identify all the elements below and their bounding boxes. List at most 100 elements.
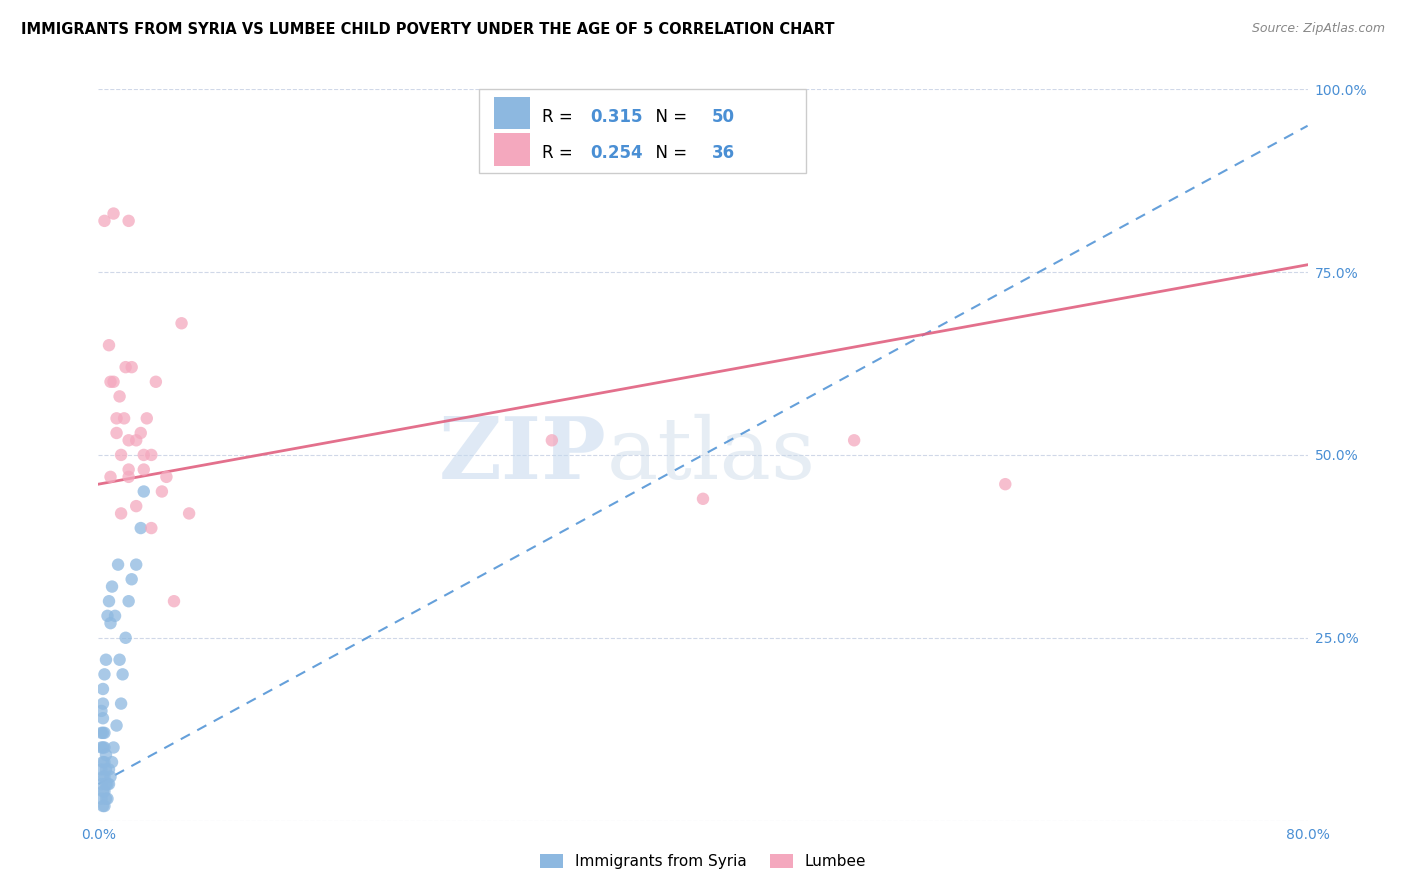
Text: IMMIGRANTS FROM SYRIA VS LUMBEE CHILD POVERTY UNDER THE AGE OF 5 CORRELATION CHA: IMMIGRANTS FROM SYRIA VS LUMBEE CHILD PO… [21, 22, 835, 37]
Point [105, 411, 128, 425]
Point [125, 558, 148, 572]
Point [844, 434, 866, 448]
Point [90, 726, 112, 740]
Point [94, 653, 117, 667]
Point [141, 521, 163, 535]
Point [93, 799, 115, 814]
Point [118, 462, 141, 476]
Point [105, 425, 128, 440]
Point [91, 740, 114, 755]
Text: Source: ZipAtlas.com: Source: ZipAtlas.com [1251, 22, 1385, 36]
Point [103, 740, 125, 755]
Text: N =: N = [645, 108, 692, 126]
Point [91, 697, 114, 711]
Point [98, 763, 121, 777]
Point [90, 777, 112, 791]
Point [118, 214, 141, 228]
Bar [494, 96, 530, 129]
Point [91, 711, 114, 725]
Point [96, 777, 118, 791]
Point [110, 448, 132, 462]
Text: 0.254: 0.254 [591, 145, 643, 162]
Text: N =: N = [645, 145, 692, 162]
Point [118, 434, 141, 448]
Point [108, 389, 131, 403]
Point [114, 631, 136, 645]
Point [129, 521, 152, 535]
Point [90, 791, 112, 805]
Point [150, 484, 173, 499]
Point [96, 791, 118, 805]
Point [129, 425, 152, 440]
Point [100, 770, 122, 784]
Point [105, 718, 128, 732]
Point [93, 214, 115, 228]
Point [121, 572, 143, 586]
Point [110, 697, 132, 711]
Text: R =: R = [543, 108, 578, 126]
Point [104, 608, 127, 623]
Text: 36: 36 [711, 145, 734, 162]
Point [101, 755, 124, 769]
Point [98, 777, 121, 791]
Point [994, 477, 1017, 491]
Point [179, 507, 201, 521]
Point [107, 558, 129, 572]
Point [170, 316, 193, 330]
Point [94, 777, 117, 791]
Point [94, 763, 117, 777]
Point [90, 740, 112, 755]
Point [93, 770, 115, 784]
Legend: Immigrants from Syria, Lumbee: Immigrants from Syria, Lumbee [534, 848, 872, 875]
Point [90, 763, 112, 777]
Point [91, 770, 114, 784]
Point [101, 580, 124, 594]
Point [98, 338, 121, 352]
Point [93, 740, 115, 755]
Point [135, 411, 157, 425]
Point [132, 448, 155, 462]
Point [91, 784, 114, 798]
Point [108, 653, 131, 667]
Point [90, 704, 112, 718]
Point [103, 375, 125, 389]
Point [145, 375, 167, 389]
Point [100, 616, 122, 631]
Point [114, 360, 136, 375]
Point [94, 791, 117, 805]
Point [94, 747, 117, 762]
Point [103, 206, 125, 220]
Point [121, 360, 143, 375]
Point [692, 491, 714, 506]
Point [125, 499, 148, 513]
Point [132, 462, 155, 476]
Point [91, 799, 114, 814]
Point [132, 484, 155, 499]
Point [100, 375, 122, 389]
Point [91, 726, 114, 740]
Point [98, 594, 121, 608]
Text: R =: R = [543, 145, 578, 162]
Point [163, 594, 186, 608]
FancyBboxPatch shape [479, 89, 806, 173]
Point [110, 507, 132, 521]
Point [100, 470, 122, 484]
Point [93, 667, 115, 681]
Point [141, 448, 163, 462]
Point [155, 470, 177, 484]
Point [93, 784, 115, 798]
Text: 0.315: 0.315 [591, 108, 643, 126]
Text: 50: 50 [711, 108, 734, 126]
Point [112, 411, 135, 425]
Point [540, 434, 562, 448]
Point [111, 667, 134, 681]
Point [118, 594, 141, 608]
Point [93, 726, 115, 740]
Point [96, 608, 118, 623]
Point [91, 755, 114, 769]
Bar [494, 133, 530, 166]
Point [118, 470, 141, 484]
Point [93, 755, 115, 769]
Text: atlas: atlas [606, 413, 815, 497]
Point [91, 681, 114, 696]
